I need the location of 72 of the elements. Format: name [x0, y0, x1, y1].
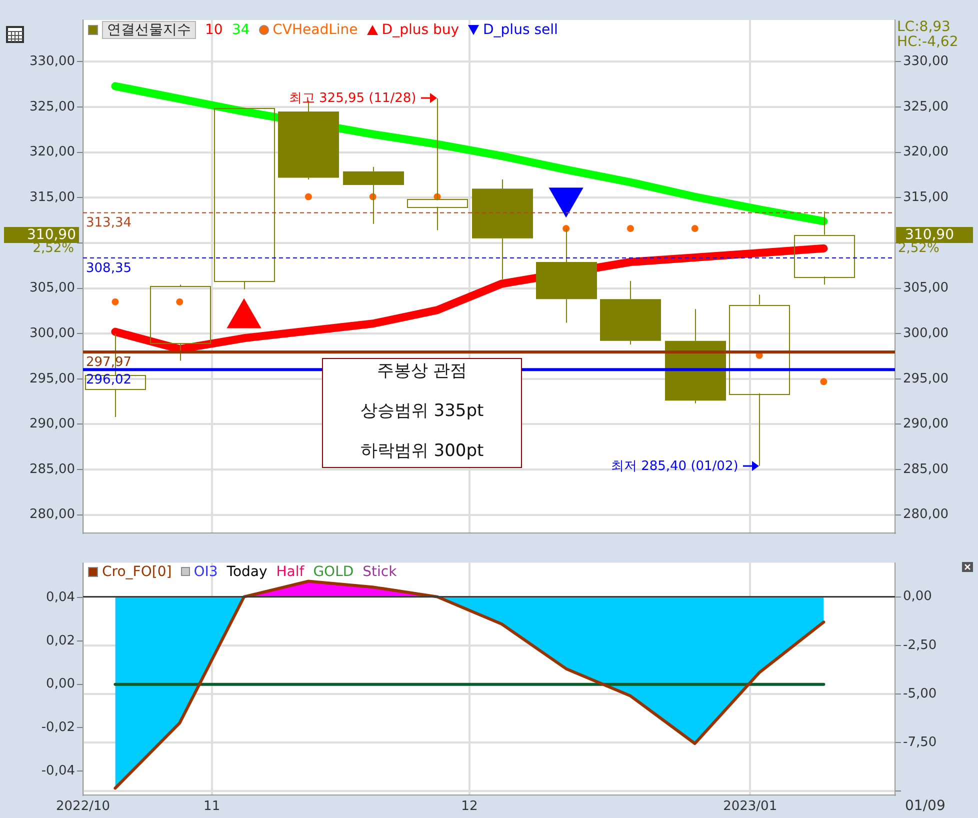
legend-label: 연결선물지수: [102, 21, 196, 39]
y2-tick-label: 280,00: [903, 507, 948, 522]
y-tick-label: 295,00: [30, 371, 75, 386]
point: [112, 298, 119, 306]
text: 310,90: [905, 226, 954, 243]
y2-tick-label: -7,50: [903, 734, 937, 750]
x-tick-label: 2023/01: [723, 799, 778, 814]
y-tick-label: 0,04: [46, 590, 75, 605]
x-tick-label: 12: [461, 799, 478, 814]
legend-label: D_plus buy: [382, 22, 460, 38]
annotation: Stick: [362, 564, 397, 580]
y2-tick-label: 315,00: [903, 190, 948, 206]
annotation: Today: [226, 564, 268, 580]
x-tick-label: 2022/10: [56, 799, 110, 814]
annotation: OI3: [194, 564, 218, 580]
y2-tick-label: 325,00: [903, 99, 948, 114]
legend-label: Cro_FO[0]: [102, 564, 172, 580]
annotation: 상승범위 335pt: [359, 400, 485, 423]
y2-tick-label: -5,00: [903, 686, 937, 702]
text: 10: [205, 22, 223, 38]
annotation: 주봉상 관점: [376, 360, 468, 383]
y-tick-label: 330,00: [30, 54, 75, 70]
ref-line-label: 308,35: [86, 260, 132, 276]
candlestick: [600, 280, 661, 345]
y-tick-label: -0,04: [41, 764, 75, 779]
y2-tick-label: 290,00: [903, 416, 948, 432]
y-tick-label: 280,00: [30, 507, 75, 522]
y-tick-label: -0,02: [41, 720, 75, 736]
y-tick-label: 305,00: [30, 280, 75, 296]
ref-line-label: 296,02: [86, 372, 132, 388]
y-tick-label: 300,00: [30, 326, 75, 341]
y-tick-label: 315,00: [30, 190, 75, 206]
text: 310,90: [4, 226, 79, 243]
point: [691, 224, 698, 232]
annotation: 최고 325,95 (11/28): [288, 90, 416, 108]
y2-tick-label: 0,00: [903, 589, 932, 604]
y-tick-label: 325,00: [30, 99, 75, 114]
y2-tick-label: 320,00: [903, 144, 948, 160]
candlestick: [472, 179, 533, 280]
candlestick: [85, 333, 146, 418]
text-box: 주봉상 관점 상승범위 335pt 하락범위 300pt: [322, 358, 522, 468]
candlestick: [794, 210, 855, 286]
point: [562, 224, 570, 232]
text: HC:-4,62: [897, 34, 958, 50]
text: 01/09: [905, 798, 946, 814]
legend-label: D_plus sell: [483, 22, 558, 38]
y2-tick-label: 285,00: [903, 462, 948, 477]
y-tick-label: 0,02: [46, 633, 75, 648]
annotation: 하락범위 300pt: [359, 440, 485, 463]
candlestick: [343, 166, 404, 224]
y2-tick-label: 295,00: [903, 371, 948, 386]
candlestick: [150, 284, 211, 362]
annotation: 최저 285,40 (01/02): [610, 458, 738, 475]
y-tick-label: 290,00: [30, 416, 75, 432]
ref-line-label: 313,34: [86, 216, 132, 231]
text: 34: [232, 22, 250, 38]
point: [820, 378, 828, 386]
annotation: GOLD: [313, 564, 354, 580]
point: [304, 193, 312, 200]
y2-tick-label: 300,00: [903, 326, 948, 341]
y-tick-label: 285,00: [30, 462, 75, 477]
y2-tick-label: 305,00: [903, 280, 948, 296]
point: [626, 224, 634, 232]
y2-tick-label: -2,50: [903, 638, 937, 653]
x-tick-label: 11: [204, 799, 220, 814]
annotation: Half: [276, 564, 304, 580]
y-tick-label: 320,00: [30, 144, 75, 160]
text: LC:8,93: [897, 19, 950, 35]
point: [176, 298, 184, 306]
legend-label: CVHeadLine: [272, 22, 358, 38]
y-tick-label: 0,00: [46, 676, 75, 692]
y2-tick-label: 330,00: [903, 54, 948, 70]
